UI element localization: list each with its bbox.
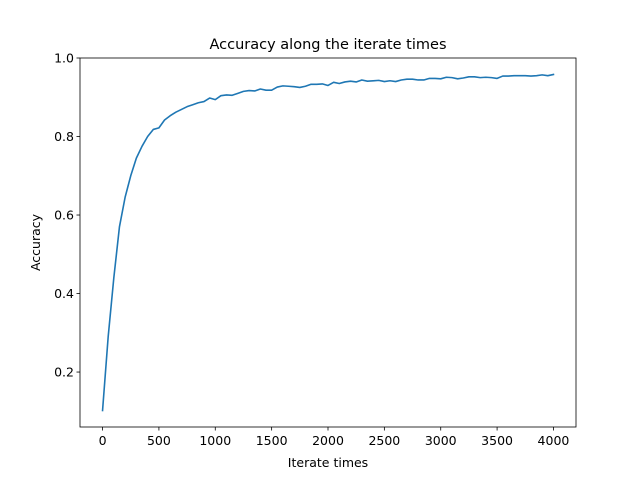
x-tick-label: 2000 — [312, 433, 344, 448]
x-tick-label: 1000 — [199, 433, 231, 448]
y-tick-label: 0.8 — [54, 129, 74, 144]
axes-frame — [79, 57, 577, 428]
plot-background — [80, 58, 576, 427]
chart-title: Accuracy along the iterate times — [209, 37, 446, 53]
x-tick-label: 3000 — [425, 433, 457, 448]
x-tick-label: 0 — [99, 433, 107, 448]
x-tick-label: 2500 — [368, 433, 400, 448]
x-tick-label: 1500 — [256, 433, 288, 448]
plot-area — [80, 58, 576, 427]
x-axis-label: Iterate times — [288, 455, 368, 470]
x-tick-label: 3500 — [481, 433, 513, 448]
y-tick-label: 0.4 — [54, 286, 74, 301]
series-layer — [101, 73, 555, 412]
x-tick-label: 4000 — [538, 433, 570, 448]
y-tick-label: 1.0 — [54, 51, 74, 66]
y-axis-label: Accuracy — [28, 213, 43, 271]
y-axis-ticks: 0.2 0.4 0.6 0.8 1.0 — [54, 51, 80, 380]
x-axis-ticks: 0 500 1000 1500 2000 2500 3000 3500 4000 — [99, 427, 570, 448]
y-tick-label: 0.2 — [54, 365, 74, 380]
series-line-0 — [101, 73, 555, 412]
x-tick-label: 500 — [147, 433, 171, 448]
y-tick-label: 0.6 — [54, 208, 74, 223]
